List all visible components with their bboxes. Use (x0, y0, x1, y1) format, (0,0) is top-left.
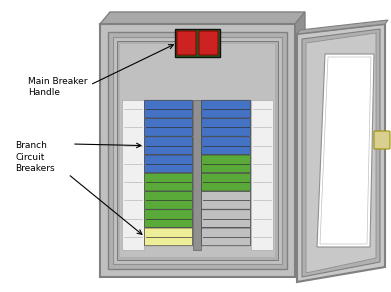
FancyBboxPatch shape (145, 173, 192, 191)
FancyBboxPatch shape (145, 228, 192, 246)
Polygon shape (320, 57, 371, 244)
Polygon shape (295, 12, 305, 277)
Polygon shape (317, 54, 374, 247)
Polygon shape (297, 24, 385, 282)
FancyBboxPatch shape (201, 192, 251, 209)
FancyBboxPatch shape (201, 173, 251, 191)
FancyBboxPatch shape (374, 131, 390, 149)
Bar (108, 32, 287, 269)
Polygon shape (100, 12, 305, 24)
Bar (117, 41, 278, 260)
Bar (193, 100, 201, 250)
FancyBboxPatch shape (201, 228, 251, 246)
FancyBboxPatch shape (201, 100, 251, 118)
FancyBboxPatch shape (145, 192, 192, 209)
Bar (122, 100, 144, 250)
FancyBboxPatch shape (201, 119, 251, 136)
Bar (120, 44, 275, 257)
FancyBboxPatch shape (201, 155, 251, 173)
Text: Main Breaker
Handle: Main Breaker Handle (28, 77, 88, 98)
FancyBboxPatch shape (145, 100, 192, 118)
FancyBboxPatch shape (145, 210, 192, 227)
Polygon shape (306, 33, 376, 273)
Bar (175, 29, 220, 57)
Polygon shape (297, 20, 388, 34)
FancyBboxPatch shape (201, 137, 251, 154)
FancyBboxPatch shape (199, 31, 218, 55)
Text: Branch
Circuit
Breakers: Branch Circuit Breakers (15, 141, 55, 173)
Bar (251, 100, 273, 250)
FancyBboxPatch shape (145, 137, 192, 154)
FancyBboxPatch shape (201, 210, 251, 227)
Bar (113, 37, 282, 264)
FancyBboxPatch shape (177, 31, 196, 55)
FancyBboxPatch shape (145, 155, 192, 173)
Bar (100, 24, 295, 277)
FancyBboxPatch shape (145, 119, 192, 136)
Polygon shape (302, 29, 380, 277)
